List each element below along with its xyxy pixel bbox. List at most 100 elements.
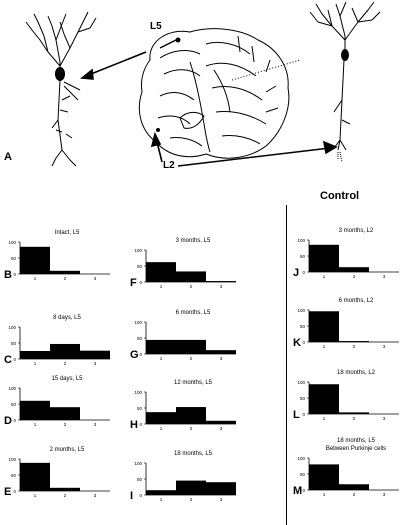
- bar-d-2: [50, 407, 80, 420]
- x-tick-label-m: 2: [353, 492, 356, 497]
- arrow-l2-to-cerebellum: [150, 131, 163, 163]
- callout-l2-label: L2: [163, 160, 175, 171]
- x-tick-label-i: 3: [220, 497, 223, 502]
- bar-d-1: [20, 400, 50, 420]
- bar-k-2: [339, 341, 369, 342]
- y-tick-label-d: 0: [13, 418, 16, 423]
- x-tick-label-e: 2: [64, 493, 67, 498]
- panel-title-h: 12 months, L5: [174, 380, 213, 386]
- y-tick-label-g: 50: [137, 336, 143, 341]
- y-tick-label-l: 100: [297, 380, 305, 385]
- y-tick-label-b: 50: [11, 256, 17, 261]
- x-tick-label-c: 3: [94, 361, 97, 366]
- x-tick-label-d: 3: [94, 422, 97, 427]
- arrow-l5-to-left-neuron: [79, 51, 147, 80]
- y-tick-label-i: 100: [134, 461, 142, 466]
- y-tick-label-c: 50: [11, 341, 17, 346]
- x-tick-label-d: 1: [34, 422, 37, 427]
- y-tick-label-i: 0: [139, 493, 142, 498]
- panel-letter-m: M: [293, 485, 302, 497]
- bar-h-3: [206, 420, 236, 424]
- x-tick-label-f: 1: [160, 284, 163, 289]
- x-tick-label-i: 1: [160, 497, 163, 502]
- y-tick-label-f: 0: [139, 280, 142, 285]
- panel-letter-e: E: [4, 486, 11, 498]
- x-tick-label-b: 1: [34, 276, 37, 281]
- y-tick-label-m: 50: [300, 472, 306, 477]
- histogram-panel-d: 15 days, L5 100 50 0 1 2 3 D: [4, 376, 110, 427]
- histogram-panel-b: Intact, L5 100 50 0 1 2 3 B: [4, 230, 110, 281]
- bar-g-1: [146, 339, 176, 354]
- bar-f-3: [206, 281, 236, 282]
- panel-letter-l: L: [293, 409, 300, 421]
- bar-g-2: [176, 339, 206, 354]
- y-tick-label-k: 100: [297, 308, 305, 313]
- x-tick-label-l: 3: [383, 416, 386, 421]
- panel-title-g: 6 months, L5: [176, 310, 211, 316]
- panel-letter-k: K: [293, 337, 301, 349]
- histogram-panel-m: 18 months, L5 Between Purkinje cells 100 50…: [293, 438, 399, 497]
- x-tick-label-f: 3: [220, 284, 223, 289]
- panel-letter-a: A: [4, 151, 12, 163]
- x-tick-label-d: 2: [64, 422, 67, 427]
- histogram-panel-f: 3 months, L5 100 50 0 1 2 3 F: [130, 238, 236, 289]
- bar-k-1: [309, 311, 339, 342]
- bar-h-1: [146, 412, 176, 424]
- panel-letter-j: J: [293, 267, 299, 279]
- panel-title-d: 15 days, L5: [51, 376, 83, 382]
- left-neuron-soma: [55, 67, 65, 81]
- y-tick-label-m: 100: [297, 456, 305, 461]
- callout-l5-label: L5: [150, 21, 162, 32]
- panel-title-c: 8 days, L5: [53, 315, 81, 321]
- histogram-panel-i: 18 months, L5 100 50 0 1 2 3 I: [130, 451, 236, 502]
- panel-title-f: 3 months, L5: [176, 238, 211, 244]
- panel-letter-b: B: [4, 269, 12, 281]
- x-tick-label-g: 1: [160, 356, 163, 361]
- panel-letter-c: C: [4, 354, 12, 366]
- x-tick-label-c: 1: [34, 361, 37, 366]
- panel-letter-g: G: [130, 349, 139, 361]
- y-tick-label-e: 100: [8, 457, 16, 462]
- y-tick-label-e: 50: [11, 473, 17, 478]
- cerebellum-l2-marker: [156, 128, 160, 132]
- right-neuron-soma: [341, 49, 349, 61]
- y-tick-label-h: 100: [134, 390, 142, 395]
- y-tick-label-f: 50: [137, 264, 143, 269]
- y-tick-label-c: 100: [8, 325, 16, 330]
- histogram-panel-e: 2 months, L5 100 50 0 1 2 3 E: [4, 447, 110, 498]
- y-tick-label-d: 50: [11, 402, 17, 407]
- x-tick-label-h: 1: [160, 426, 163, 431]
- right-purkinje-neuron: [309, 1, 381, 163]
- panel-title-i: 18 months, L5: [174, 451, 213, 457]
- bar-l-1: [309, 384, 339, 414]
- control-column-title: Control: [320, 190, 360, 202]
- panel-letter-d: D: [4, 415, 12, 427]
- x-tick-label-h: 3: [220, 426, 223, 431]
- x-tick-label-m: 1: [323, 492, 326, 497]
- control-divider-line: [286, 205, 287, 525]
- y-tick-label-g: 100: [134, 320, 142, 325]
- panel-letter-f: F: [130, 277, 137, 289]
- bar-f-2: [176, 271, 206, 282]
- x-tick-label-j: 2: [353, 274, 356, 279]
- x-tick-label-m: 3: [383, 492, 386, 497]
- panel-title-m: 18 months, L5: [337, 438, 376, 444]
- panel-title-e: 2 months, L5: [50, 447, 85, 453]
- bar-m-1: [309, 464, 339, 490]
- x-tick-label-j: 1: [323, 274, 326, 279]
- bar-c-1: [20, 351, 50, 359]
- bar-f-1: [146, 262, 176, 282]
- cerebellum-drawing: [138, 28, 301, 159]
- y-tick-label-h: 0: [139, 422, 142, 427]
- y-tick-label-k: 50: [300, 324, 306, 329]
- panel-letter-h: H: [130, 419, 138, 431]
- bar-c-3: [80, 350, 110, 359]
- x-tick-label-e: 1: [34, 493, 37, 498]
- y-tick-label-h: 50: [137, 406, 143, 411]
- left-purkinje-neuron: [25, 11, 97, 167]
- bar-b-2: [50, 270, 80, 274]
- x-tick-label-b: 2: [64, 276, 67, 281]
- y-tick-label-i: 50: [137, 477, 143, 482]
- bar-i-1: [146, 490, 176, 495]
